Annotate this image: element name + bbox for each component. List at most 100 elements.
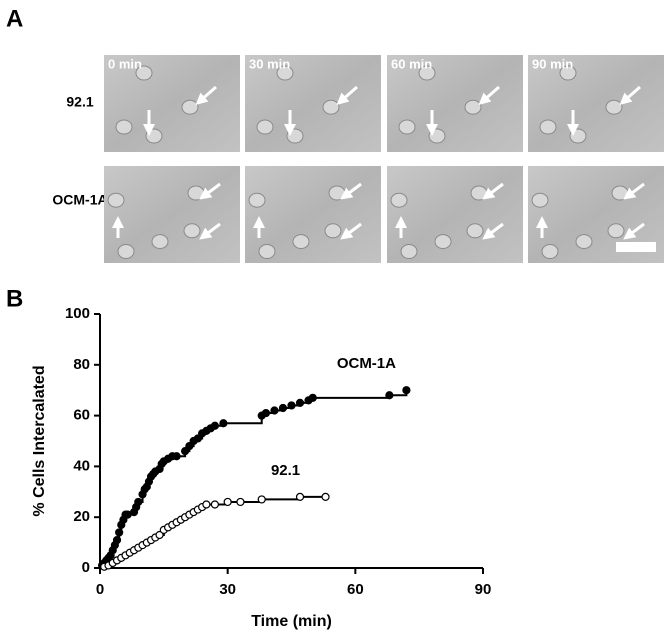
arrow [199, 182, 221, 200]
y-tick-label: 20 [73, 508, 90, 525]
cell [328, 185, 346, 201]
x-tick-label: 0 [96, 581, 104, 598]
cell [183, 223, 201, 239]
arrow [478, 85, 500, 105]
arrow [623, 222, 645, 240]
panel-a: 92.1 0 min 30 min 60 min 90 min OCM-1A [52, 55, 664, 263]
data-point [193, 434, 202, 443]
cell [400, 244, 418, 259]
arrow [619, 85, 641, 105]
arrow [623, 182, 645, 200]
cell [292, 234, 310, 250]
data-point [115, 528, 124, 537]
data-point [295, 398, 305, 407]
cell [559, 65, 577, 81]
cell [117, 244, 135, 259]
series-label: OCM-1A [337, 355, 396, 372]
y-tick-label: 100 [65, 305, 90, 322]
data-point [278, 403, 288, 413]
arrow [482, 222, 504, 240]
row-label: 92.1 [66, 94, 93, 110]
micrograph [245, 55, 381, 152]
data-point [155, 530, 164, 540]
micrograph [104, 55, 240, 152]
time-label: 30 min [249, 56, 290, 71]
cell [276, 65, 294, 81]
data-point [219, 419, 228, 428]
cell [605, 99, 623, 115]
cell [428, 128, 446, 144]
y-tick-label: 0 [82, 559, 90, 576]
x-tick-label: 30 [219, 581, 236, 598]
x-axis-label: Time (min) [251, 613, 332, 630]
cell [107, 192, 125, 208]
arrow [199, 222, 221, 240]
y-tick-label: 80 [73, 356, 90, 373]
cell [531, 192, 549, 208]
series-label: 92.1 [271, 462, 300, 479]
cell [607, 223, 625, 239]
data-point [287, 401, 296, 410]
cell [464, 99, 482, 115]
data-point [202, 500, 211, 509]
data-point [236, 497, 245, 507]
data-point [210, 500, 219, 509]
chart: 0 20 40 60 80 100 0 30 60 90 Time (min) % Cells Int… [31, 305, 491, 630]
cell [611, 185, 629, 201]
y-axis-label: % Cells Intercalated [31, 365, 48, 516]
cell [398, 119, 416, 135]
micrograph [387, 55, 523, 152]
x-tick-label: 60 [347, 581, 364, 598]
arrow [336, 85, 358, 105]
y-tick-label: 60 [73, 407, 90, 424]
cell [466, 223, 484, 239]
data-point [385, 391, 394, 400]
arrow [340, 182, 362, 200]
cell [569, 128, 587, 144]
cell [145, 128, 163, 144]
cell [258, 244, 276, 259]
time-label: 60 min [391, 56, 432, 71]
data-point [223, 497, 232, 507]
micrograph [528, 55, 664, 152]
data-point [402, 386, 411, 395]
data-point [261, 408, 271, 418]
cell [286, 128, 304, 144]
data-point [308, 393, 317, 402]
data-point [295, 492, 305, 501]
cell [322, 99, 340, 115]
cell [256, 119, 274, 135]
cell [324, 223, 342, 239]
cell [575, 234, 593, 250]
cell [434, 234, 452, 250]
cell [115, 119, 133, 135]
arrow [482, 182, 504, 200]
cell [470, 185, 488, 201]
time-label: 90 min [532, 56, 573, 71]
data-point [210, 421, 219, 430]
time-label: 0 min [108, 56, 142, 71]
data-point [181, 447, 190, 456]
cell [248, 192, 266, 208]
data-point [112, 535, 122, 545]
cell [390, 192, 408, 208]
cell [135, 65, 153, 81]
x-tick-label: 90 [475, 581, 492, 598]
panel-label: A [6, 5, 23, 32]
cell [418, 65, 436, 81]
cell [541, 244, 559, 259]
cell [181, 99, 199, 115]
cell [539, 119, 557, 135]
scale-bar [616, 242, 656, 252]
data-point [134, 497, 143, 507]
cell [151, 234, 169, 250]
data-point [270, 406, 279, 415]
cell [187, 185, 205, 201]
arrow [340, 222, 362, 240]
row-label: OCM-1A [52, 192, 107, 208]
data-point [172, 452, 181, 461]
panel-label: B [6, 285, 23, 312]
data-point [257, 495, 266, 504]
y-tick-label: 40 [73, 457, 90, 474]
